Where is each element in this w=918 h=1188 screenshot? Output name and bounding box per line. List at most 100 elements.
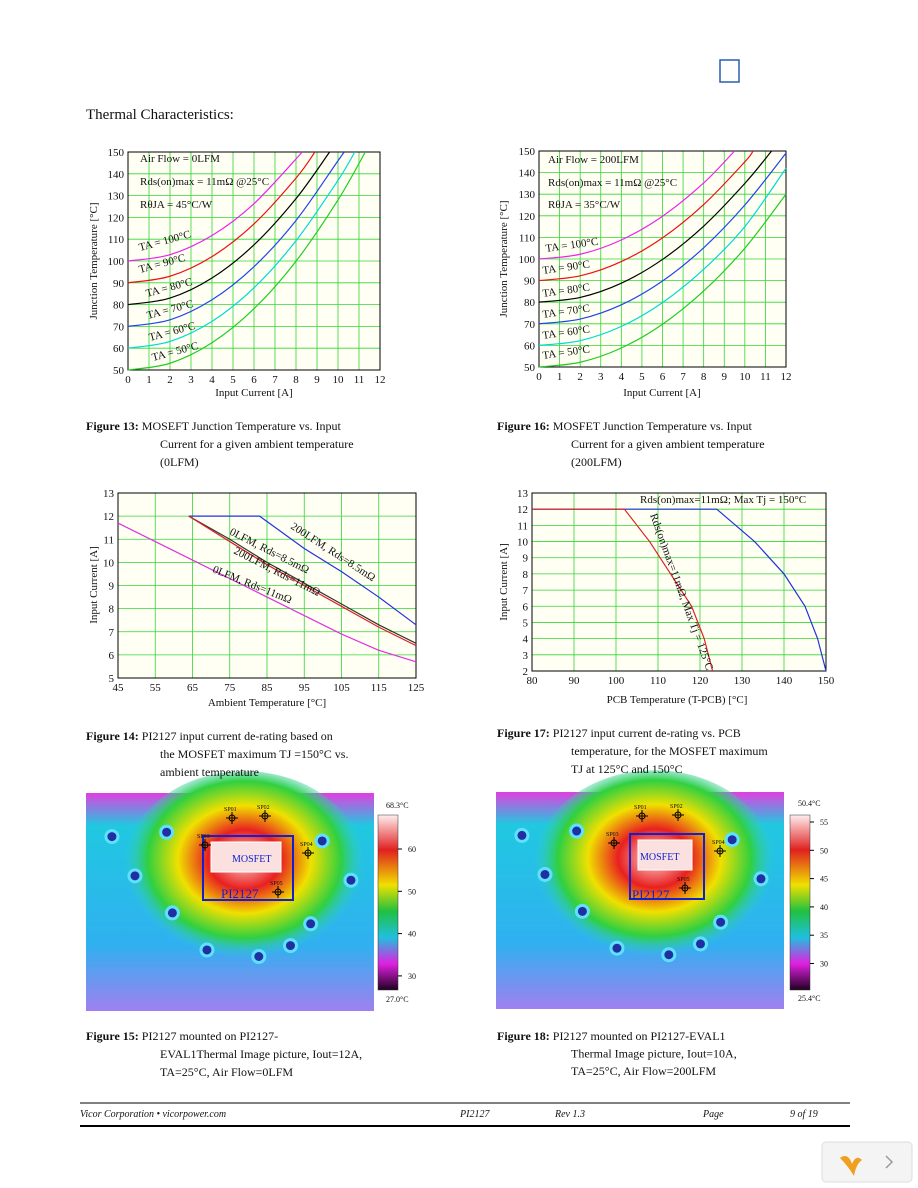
scale-tick-label: 50	[820, 846, 828, 855]
x-tick-label: 105	[333, 682, 350, 694]
y-tick-label: 11	[517, 520, 528, 532]
y-tick-label: 4	[523, 634, 529, 646]
caption-line: Current for a given ambient temperature	[571, 437, 765, 451]
mosfet-region	[210, 841, 282, 873]
y-axis-label: Input Current [A]	[498, 543, 510, 621]
x-tick-label: 8	[701, 371, 707, 383]
caption-line: PI2127 input current de-rating vs. PCB	[550, 726, 741, 740]
chart: 0 1 2 3 4 5 6 7 8 9 10 11 12506070809010011012013014…	[88, 147, 386, 399]
x-axis-label: Input Current [A]	[215, 387, 293, 399]
y-tick-label: 12	[517, 504, 528, 516]
scale-tick-label: 30	[820, 960, 828, 969]
x-tick-label: 11	[354, 374, 365, 386]
annotation: Air Flow = 0LFM	[140, 153, 220, 165]
spot-label: SP04	[300, 842, 313, 848]
y-tick-label: 6	[523, 601, 529, 613]
series-line	[532, 508, 827, 672]
x-tick-label: 6	[251, 374, 257, 386]
y-tick-label: 70	[524, 319, 536, 331]
spot-label: SP01	[224, 807, 237, 813]
y-tick-label: 140	[108, 169, 125, 181]
spot-label: SP02	[670, 804, 683, 810]
mosfet-region	[637, 839, 693, 871]
x-tick-label: 8	[293, 374, 299, 386]
spot-label: SP05	[677, 877, 690, 883]
x-tick-label: 1	[146, 374, 152, 386]
spot-marker	[199, 839, 211, 851]
scale-tick-label: 30	[408, 972, 416, 981]
series-line	[127, 151, 331, 306]
spot-marker	[259, 810, 271, 822]
x-tick-label: 115	[371, 682, 388, 694]
component-dot	[661, 947, 677, 963]
component-dot	[514, 827, 530, 843]
y-tick-label: 140	[519, 168, 536, 180]
spot-marker	[679, 882, 691, 894]
annotation: RθJA = 35°C/W	[548, 199, 621, 211]
device-box	[202, 835, 294, 901]
x-tick-label: 95	[299, 682, 311, 694]
caption-line: TJ at 125°C and 150°C	[571, 762, 683, 776]
chip-label: PI2127	[221, 886, 259, 901]
spot-marker	[636, 810, 648, 822]
series-line	[538, 150, 773, 303]
y-tick-label: 8	[109, 604, 115, 616]
annotation: Air Flow = 200LFM	[548, 154, 639, 166]
annotation: Rds(on)max = 11mΩ @25°C	[140, 176, 269, 188]
caption-line: MOSFET Junction Temperature vs. Input	[550, 419, 753, 433]
component-dot	[574, 903, 590, 919]
chart: 80 90 100 110 120 130 140 150 2 3 4 5 6 7 8 9 10 11 12 13 PC…	[498, 488, 835, 706]
y-tick-label: 130	[108, 191, 125, 203]
scale-tick-label: 55	[820, 818, 828, 827]
x-tick-label: 5	[230, 374, 236, 386]
component-dot	[164, 905, 180, 921]
annotation: RθJA = 45°C/W	[140, 199, 213, 211]
next-arrow[interactable]	[885, 1155, 894, 1169]
component-dot	[753, 871, 769, 887]
spot-ring	[201, 841, 209, 849]
chart: 0 1 2 3 4 5 6 7 8 9 10 11 12506070809010011012013014…	[498, 146, 792, 399]
series-line	[188, 515, 417, 644]
series-line	[532, 508, 714, 672]
footer-rev: Rev 1.3	[554, 1109, 585, 1120]
y-tick-label: 50	[524, 362, 536, 374]
series-line	[538, 152, 787, 325]
component-dot	[127, 868, 143, 884]
spot-label: SP05	[270, 881, 283, 887]
spot-label: SP01	[634, 805, 647, 811]
y-tick-label: 130	[519, 189, 536, 201]
x-axis-label: Input Current [A]	[623, 387, 701, 399]
spot-label: SP03	[197, 834, 210, 840]
scale-tick-label: 40	[408, 930, 416, 939]
component-dot	[537, 866, 553, 882]
spot-label: SP04	[712, 840, 725, 846]
x-tick-label: 45	[113, 682, 125, 694]
x-tick-label: 80	[527, 675, 539, 687]
caption-line: TA=25°C, Air Flow=0LFM	[160, 1065, 293, 1079]
y-axis-label: Input Current [A]	[88, 546, 100, 624]
series-line	[127, 151, 316, 284]
spot-marker	[672, 809, 684, 821]
scale-tick-label: 45	[820, 875, 828, 884]
y-tick-label: 5	[523, 617, 529, 629]
scale-min: 27.0°C	[386, 995, 409, 1004]
caption-line: (0LFM)	[160, 455, 199, 469]
caption: Figure 18: PI2127 mounted on PI2127-EVAL…	[497, 1029, 726, 1043]
caption: Figure 14: PI2127 input current de-ratin…	[86, 729, 333, 743]
x-tick-label: 10	[333, 374, 345, 386]
y-tick-label: 10	[103, 557, 115, 569]
y-tick-label: 11	[103, 534, 114, 546]
caption-label: Figure 17:	[497, 726, 550, 740]
x-axis-label: Ambient Temperature [°C]	[208, 697, 326, 709]
viewer-widget[interactable]	[821, 1141, 913, 1183]
caption-line: (200LFM)	[571, 455, 622, 469]
x-tick-label: 12	[375, 374, 386, 386]
x-tick-label: 125	[408, 682, 425, 694]
y-tick-label: 5	[109, 673, 115, 685]
component-dot	[713, 914, 729, 930]
x-tick-label: 0	[125, 374, 131, 386]
caption-label: Figure 16:	[497, 419, 550, 433]
caption-line: Current for a given ambient temperature	[160, 437, 354, 451]
y-tick-label: 7	[523, 585, 529, 597]
component-dot	[199, 942, 215, 958]
